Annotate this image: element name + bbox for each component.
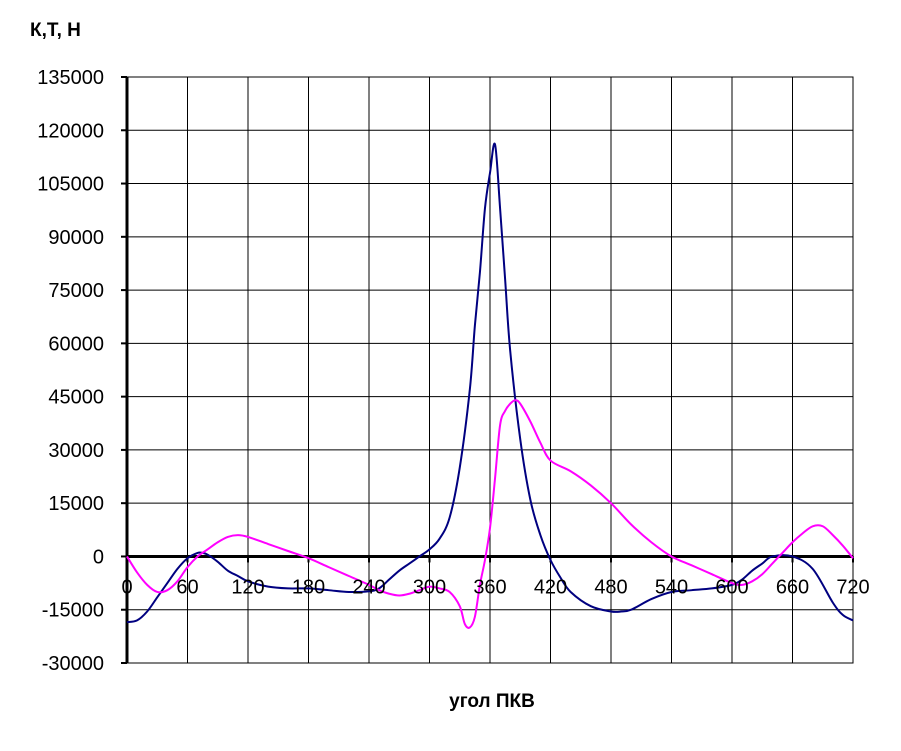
x-tick-label-1: 60 bbox=[176, 576, 198, 598]
y-tick-label-7: 75000 bbox=[48, 280, 104, 302]
series-line-1 bbox=[126, 399, 854, 629]
y-axis-title: К,Т, Н bbox=[30, 20, 81, 41]
y-tick-label-9: 105000 bbox=[37, 174, 104, 196]
x-tick-label-11: 660 bbox=[776, 576, 809, 598]
x-tick-label-8: 480 bbox=[594, 576, 627, 598]
axes bbox=[121, 76, 854, 664]
x-tick-label-10: 600 bbox=[715, 576, 748, 598]
x-tick-label-4: 240 bbox=[352, 576, 385, 598]
y-tick-label-5: 45000 bbox=[48, 387, 104, 409]
x-tick-label-5: 300 bbox=[413, 576, 446, 598]
x-tick-label-6: 360 bbox=[473, 576, 506, 598]
y-tick-label-1: -15000 bbox=[42, 600, 104, 622]
y-tick-label-10: 120000 bbox=[37, 120, 104, 142]
x-tick-label-2: 120 bbox=[231, 576, 264, 598]
series-line-0 bbox=[126, 142, 854, 624]
x-tick-label-12: 720 bbox=[836, 576, 869, 598]
x-tick-label-3: 180 bbox=[292, 576, 325, 598]
x-tick-label-9: 540 bbox=[655, 576, 688, 598]
tick-labels: -30000 -15000 0 15000 30000 45000 60000 75000 90… bbox=[37, 67, 869, 675]
y-tick-label-6: 60000 bbox=[48, 333, 104, 355]
y-tick-label-4: 30000 bbox=[48, 440, 104, 462]
series-layer bbox=[126, 142, 854, 629]
y-tick-label-0: -30000 bbox=[42, 653, 104, 675]
x-tick-label-7: 420 bbox=[534, 576, 567, 598]
y-tick-label-11: 135000 bbox=[37, 67, 104, 89]
y-tick-label-2: 0 bbox=[93, 546, 104, 568]
y-tick-label-3: 15000 bbox=[48, 493, 104, 515]
x-axis-title: угол ПКВ bbox=[449, 691, 535, 712]
y-tick-label-8: 90000 bbox=[48, 227, 104, 249]
x-tick-label-0: 0 bbox=[121, 576, 132, 598]
